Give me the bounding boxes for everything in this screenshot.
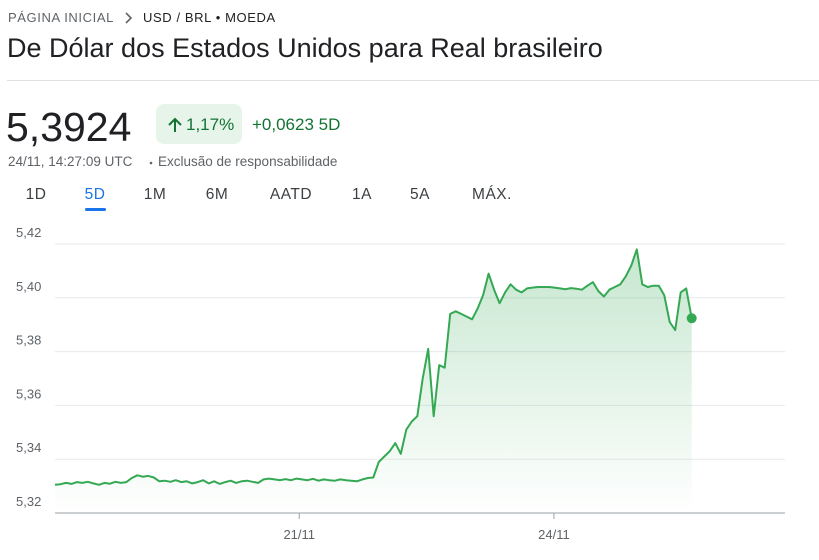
range-tab[interactable]: 5A [410,186,430,203]
change-value: +0,0623 5D [252,115,341,134]
range-tab[interactable]: 1A [352,186,372,203]
chart: 5,32 5,34 5,36 5,38 5,40 5,42 21/11 24/11 [16,225,785,542]
range-tab[interactable]: MÁX. [472,186,512,203]
range-tab[interactable]: 6M [205,186,229,203]
line [54,248,693,486]
page-title: De Dólar dos Estados Unidos para Real br… [7,33,603,63]
y-tick-label: 5,32 [16,494,41,509]
area [55,249,692,513]
y-tick-label: 5,42 [16,225,41,240]
selected-underline [84,208,106,211]
x-tick-label: 21/11 [283,527,315,542]
range-tab[interactable]: 1M [143,186,167,203]
chevron-icon [125,12,133,24]
timestamp: 24/11, 14:27:09 UTC [8,154,133,169]
change-percent: 1,17% [186,115,235,134]
y-tick-label: 5,34 [16,440,41,455]
divider [7,80,819,81]
breadcrumb-home[interactable]: PÁGINA INICIAL [8,10,114,25]
separator-dot [149,161,153,165]
disclaimer-link[interactable]: Exclusão de responsabilidade [158,154,338,169]
breadcrumb-current: USD / BRL • MOEDA [143,10,276,25]
range-tab[interactable]: 1D [25,186,47,203]
y-tick-label: 5,38 [16,333,41,348]
range-tab[interactable]: AATD [269,186,313,203]
y-tick-label: 5,36 [16,386,41,401]
arrow-up-icon [168,117,182,132]
y-tick-label: 5,40 [16,279,41,294]
range-tab[interactable]: 5D [84,186,106,203]
price: 5,3924 [6,104,132,150]
end-point [686,313,697,324]
x-tick-label: 24/11 [538,527,570,542]
